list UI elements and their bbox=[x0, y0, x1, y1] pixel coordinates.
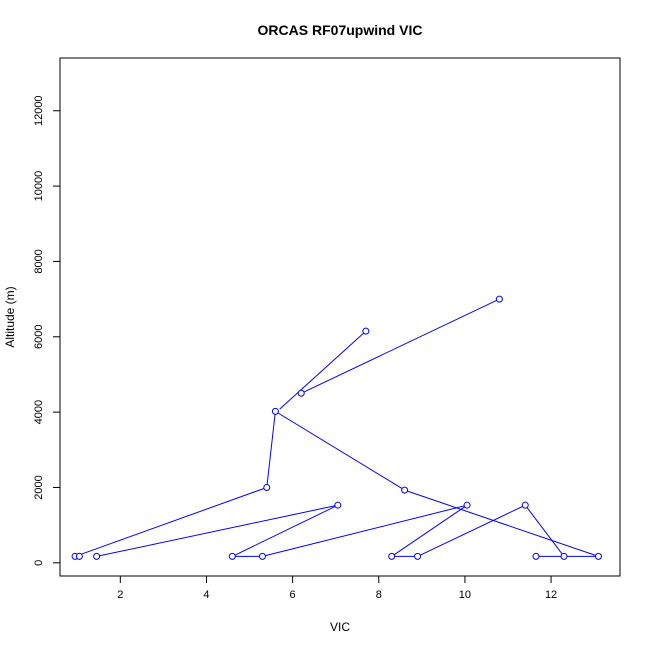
data-point bbox=[495, 295, 503, 303]
series-segment bbox=[266, 411, 276, 488]
data-point bbox=[75, 552, 83, 560]
x-tick-label: 2 bbox=[117, 589, 123, 601]
data-point bbox=[334, 501, 342, 509]
y-axis: 0 2000 4000 6000 8000 10000 12000 bbox=[33, 95, 60, 566]
x-tick-label: 10 bbox=[459, 589, 471, 601]
data-point bbox=[388, 552, 396, 560]
series-segment bbox=[279, 330, 367, 410]
series-points bbox=[71, 295, 602, 560]
data-point bbox=[297, 389, 305, 397]
data-point bbox=[401, 486, 409, 494]
y-tick-label: 4000 bbox=[33, 400, 45, 424]
y-tick-label: 10000 bbox=[33, 171, 45, 202]
x-tick-label: 12 bbox=[545, 589, 557, 601]
data-point bbox=[463, 501, 471, 509]
series-segment bbox=[96, 504, 338, 557]
x-axis-label: VIC bbox=[330, 620, 350, 634]
data-point bbox=[228, 552, 236, 560]
series-lines bbox=[74, 298, 599, 557]
series-segment bbox=[404, 489, 599, 557]
data-point bbox=[93, 552, 101, 560]
x-tick-label: 8 bbox=[376, 589, 382, 601]
plot-frame bbox=[59, 57, 621, 577]
y-tick-label: 12000 bbox=[33, 95, 45, 126]
data-point bbox=[414, 552, 422, 560]
x-tick-label: 6 bbox=[290, 589, 296, 601]
series-segment bbox=[417, 504, 526, 557]
series-segment bbox=[391, 504, 468, 557]
y-tick-label: 8000 bbox=[33, 249, 45, 273]
x-tick-label: 4 bbox=[203, 589, 209, 601]
data-point bbox=[258, 552, 266, 560]
series-segment bbox=[74, 486, 267, 557]
y-tick-label: 0 bbox=[33, 560, 45, 566]
y-axis-label: Altitude (m) bbox=[3, 286, 17, 347]
data-point bbox=[594, 552, 602, 560]
series-segment bbox=[275, 410, 405, 491]
x-axis: 2 4 6 8 10 12 bbox=[117, 576, 557, 601]
series-segment bbox=[301, 298, 500, 394]
series-segment bbox=[262, 504, 468, 557]
data-point bbox=[521, 501, 529, 509]
data-point bbox=[532, 552, 540, 560]
series-segment bbox=[232, 504, 339, 557]
chart-title: ORCAS RF07upwind VIC bbox=[258, 22, 423, 38]
data-point bbox=[560, 552, 568, 560]
y-tick-label: 2000 bbox=[33, 475, 45, 499]
series-segment bbox=[524, 504, 565, 557]
y-tick-label: 6000 bbox=[33, 325, 45, 349]
data-point bbox=[271, 407, 279, 415]
data-point bbox=[362, 327, 370, 335]
data-point bbox=[263, 483, 271, 491]
